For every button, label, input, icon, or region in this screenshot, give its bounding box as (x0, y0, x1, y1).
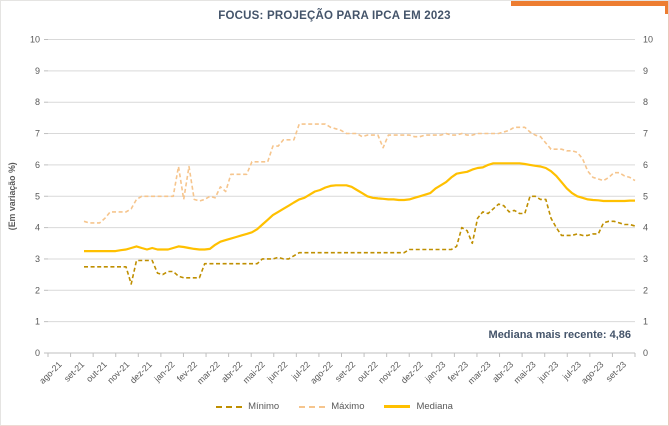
axes (44, 39, 636, 357)
series-line-mediana (84, 162, 635, 253)
legend-label-maximo: Máximo (331, 401, 365, 412)
y-tick-right: 3 (643, 254, 648, 264)
legend-item-minimo: Mínimo (216, 401, 279, 412)
gridlines (48, 39, 635, 323)
x-tick-label: mai-23 (512, 359, 538, 385)
x-tick-label: ago-21 (37, 359, 64, 386)
y-tick-right: 10 (643, 35, 653, 45)
y-tick-left: 6 (35, 160, 40, 170)
y-tick-right: 8 (643, 97, 648, 107)
x-tick-label: dez-22 (399, 359, 425, 385)
x-tick-label: ago-22 (308, 359, 335, 386)
y-tick-left: 0 (35, 348, 40, 358)
latest-median-annotation: Mediana mais recente: 4,86 (488, 329, 631, 341)
x-tick-label: mar-23 (466, 359, 493, 386)
x-tick-label: set-21 (62, 359, 86, 383)
series-line-minimo (84, 195, 636, 285)
x-tick-label: abr-23 (490, 359, 515, 384)
x-tick-label: dez-21 (128, 359, 154, 385)
chart-legend: Mínimo Máximo Mediana (1, 401, 668, 412)
x-tick-label: jan-22 (152, 359, 177, 384)
x-tick-label: mar-22 (195, 359, 222, 386)
chart-title: FOCUS: PROJEÇÃO PARA IPCA EM 2023 (218, 10, 451, 22)
x-tick-label: nov-22 (376, 359, 402, 385)
y-tick-left: 2 (35, 285, 40, 295)
legend-label-mediana: Mediana (416, 401, 453, 412)
orange-accent-corner (665, 1, 668, 14)
minimo-line-icon (216, 405, 243, 408)
y-tick-right: 0 (643, 348, 648, 358)
maximo-line-icon (299, 405, 326, 408)
y-tick-right: 2 (643, 285, 648, 295)
y-tick-left: 8 (35, 97, 40, 107)
y-tick-left: 10 (30, 35, 40, 45)
x-tick-label: out-21 (84, 359, 109, 384)
y-tick-left: 9 (35, 66, 40, 76)
x-tick-label: jan-23 (422, 359, 447, 384)
x-tick-label: abr-22 (219, 359, 244, 384)
mediana-line-icon (384, 405, 411, 408)
x-tick-label: jun-23 (535, 359, 560, 384)
x-tick-label: mai-22 (241, 359, 267, 385)
x-tick-label: set-23 (604, 359, 628, 383)
x-tick-label: out-22 (355, 359, 380, 384)
y-tick-right: 6 (643, 160, 648, 170)
y-tick-left: 4 (35, 223, 40, 233)
series-line-maximo (83, 123, 636, 224)
y-tick-left: 1 (35, 317, 40, 327)
y-tick-right: 9 (643, 66, 648, 76)
legend-label-minimo: Mínimo (248, 401, 280, 412)
y-tick-right: 7 (643, 129, 648, 139)
y-tick-left: 3 (35, 254, 40, 264)
y-tick-left: 5 (35, 191, 40, 201)
y-tick-right: 1 (643, 317, 648, 327)
x-tick-label: jun-22 (264, 359, 289, 384)
x-tick-label: nov-21 (105, 359, 131, 385)
orange-accent-bar (511, 1, 668, 6)
y-tick-right: 4 (643, 223, 648, 233)
series-lines (83, 123, 636, 285)
legend-item-mediana: Mediana (384, 401, 453, 412)
y-tick-left: 7 (35, 129, 40, 139)
y-axis-title: (Em variação %) (7, 162, 17, 230)
x-tick-label: ago-23 (579, 359, 606, 386)
x-tick-label: set-22 (333, 359, 357, 383)
y-tick-right: 5 (643, 191, 648, 201)
legend-item-maximo: Máximo (299, 401, 364, 412)
